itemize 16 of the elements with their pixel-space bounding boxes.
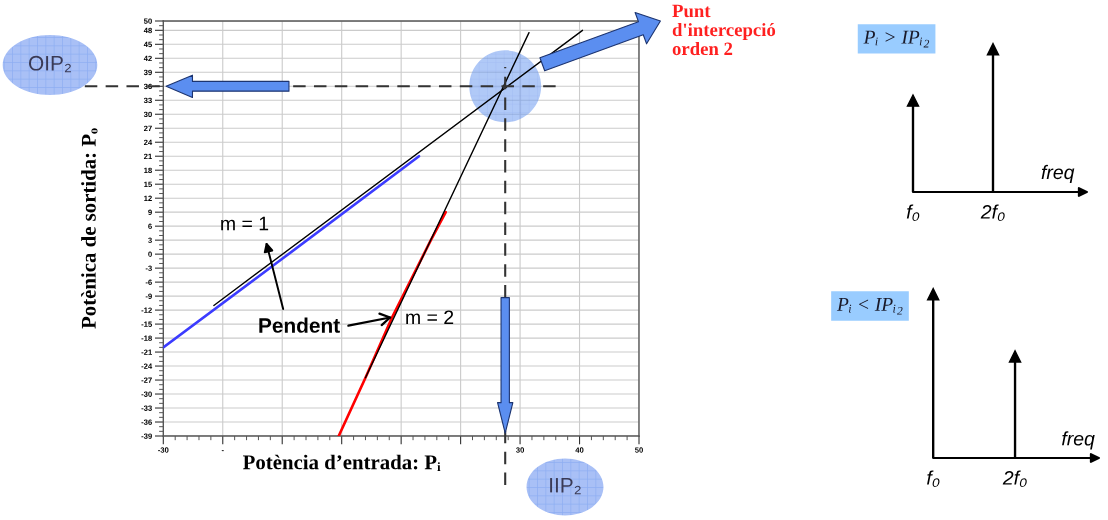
ref-line-label: IIP₂ <box>550 478 581 495</box>
x-tick-label: 2f₀ <box>980 204 1005 222</box>
x-tick-label: 2f₀ <box>1002 470 1027 488</box>
y-axis-title: Potènica de sortida: Pₒ <box>81 128 98 329</box>
annotation: m = 1 <box>221 216 269 231</box>
x-axis-title: Potència d’entrada: Pᵢ <box>243 454 441 471</box>
annotation: Pendent <box>259 317 340 333</box>
x-tick-label: f₀ <box>927 470 940 488</box>
x-tick-label: f₀ <box>906 204 920 222</box>
x-axis-title: freq <box>1041 164 1075 183</box>
text: Punt d'intercepció orden 2 <box>672 4 776 56</box>
annotation: m = 2 <box>406 310 454 324</box>
ref-line-label: OIP₂ <box>29 55 71 73</box>
chart-title: Pᵢ < IPᵢ₂ <box>836 297 903 315</box>
x-axis-title: freq <box>1062 431 1095 450</box>
chart-title: Pᵢ > IPᵢ₂ <box>863 30 930 48</box>
